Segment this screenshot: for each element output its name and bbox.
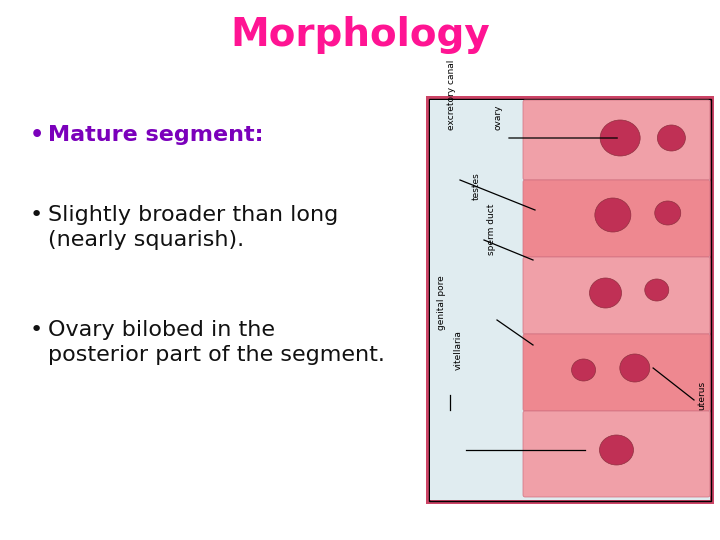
Ellipse shape xyxy=(595,198,631,232)
FancyBboxPatch shape xyxy=(523,100,710,180)
Text: Slightly broader than long: Slightly broader than long xyxy=(48,205,338,225)
Ellipse shape xyxy=(600,120,640,156)
Ellipse shape xyxy=(572,359,595,381)
Text: vitellaria: vitellaria xyxy=(454,330,462,370)
FancyBboxPatch shape xyxy=(523,180,710,257)
Text: uterus: uterus xyxy=(698,381,706,410)
Text: testes: testes xyxy=(472,172,480,200)
Text: posterior part of the segment.: posterior part of the segment. xyxy=(48,345,385,365)
FancyBboxPatch shape xyxy=(426,96,714,504)
FancyBboxPatch shape xyxy=(523,257,710,334)
FancyBboxPatch shape xyxy=(523,411,710,497)
Ellipse shape xyxy=(654,201,680,225)
Text: (nearly squarish).: (nearly squarish). xyxy=(48,230,244,250)
Text: Mature segment:: Mature segment: xyxy=(48,125,264,145)
Ellipse shape xyxy=(645,279,669,301)
Ellipse shape xyxy=(620,354,649,382)
Ellipse shape xyxy=(600,435,634,465)
Text: •: • xyxy=(30,125,44,145)
Text: •: • xyxy=(30,205,43,225)
Text: sperm duct: sperm duct xyxy=(487,204,497,255)
FancyBboxPatch shape xyxy=(430,100,710,500)
Text: •: • xyxy=(30,320,43,340)
FancyBboxPatch shape xyxy=(523,334,710,411)
Text: ovary: ovary xyxy=(493,105,503,130)
Ellipse shape xyxy=(657,125,685,151)
Text: genital pore: genital pore xyxy=(438,275,446,330)
Text: excretory canal: excretory canal xyxy=(448,59,456,130)
Text: Morphology: Morphology xyxy=(230,16,490,54)
Ellipse shape xyxy=(590,278,621,308)
Text: Ovary bilobed in the: Ovary bilobed in the xyxy=(48,320,275,340)
